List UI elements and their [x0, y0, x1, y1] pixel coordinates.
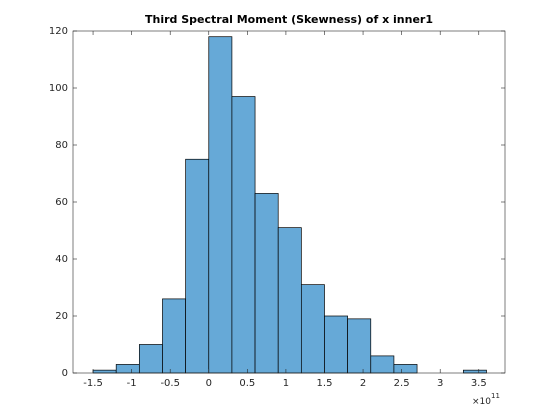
chart-title: Third Spectral Moment (Skewness) of x in… [145, 13, 433, 26]
y-tick-label: 80 [55, 140, 68, 151]
x-tick-label: 2 [360, 378, 366, 389]
bar [231, 96, 256, 374]
bar [277, 227, 302, 374]
bar [92, 369, 117, 374]
bar [347, 318, 372, 374]
y-tick-label: 60 [55, 197, 68, 208]
bar [370, 355, 395, 374]
x-tick-label: 3 [437, 378, 443, 389]
x-exponent-power: 11 [491, 392, 500, 400]
y-tick-label: 20 [55, 311, 68, 322]
bar [185, 158, 210, 374]
bar [208, 36, 233, 374]
x-tick-label: -0.5 [160, 378, 180, 389]
bar [138, 344, 163, 374]
y-tick-label: 0 [62, 368, 68, 379]
x-tick-label: 1.5 [317, 378, 333, 389]
x-exponent: ×1011 [472, 392, 500, 407]
bar [162, 298, 186, 374]
x-tick-label: 3.5 [471, 378, 487, 389]
bar [462, 369, 487, 374]
bar [254, 193, 279, 374]
bar [324, 315, 348, 374]
x-tick-label: 2.5 [394, 378, 410, 389]
y-tick-label: 40 [55, 254, 68, 265]
x-exponent-base: ×10 [472, 397, 491, 407]
y-tick-label: 120 [49, 26, 68, 37]
x-tick-label: 0 [206, 378, 212, 389]
bar [115, 364, 140, 374]
x-tick-label: 0.5 [239, 378, 255, 389]
x-tick-label: -1 [127, 378, 137, 389]
y-tick-label: 100 [49, 83, 68, 94]
bar [393, 364, 418, 374]
x-tick-label: 1 [283, 378, 289, 389]
bar [300, 284, 325, 374]
x-tick-label: -1.5 [83, 378, 103, 389]
